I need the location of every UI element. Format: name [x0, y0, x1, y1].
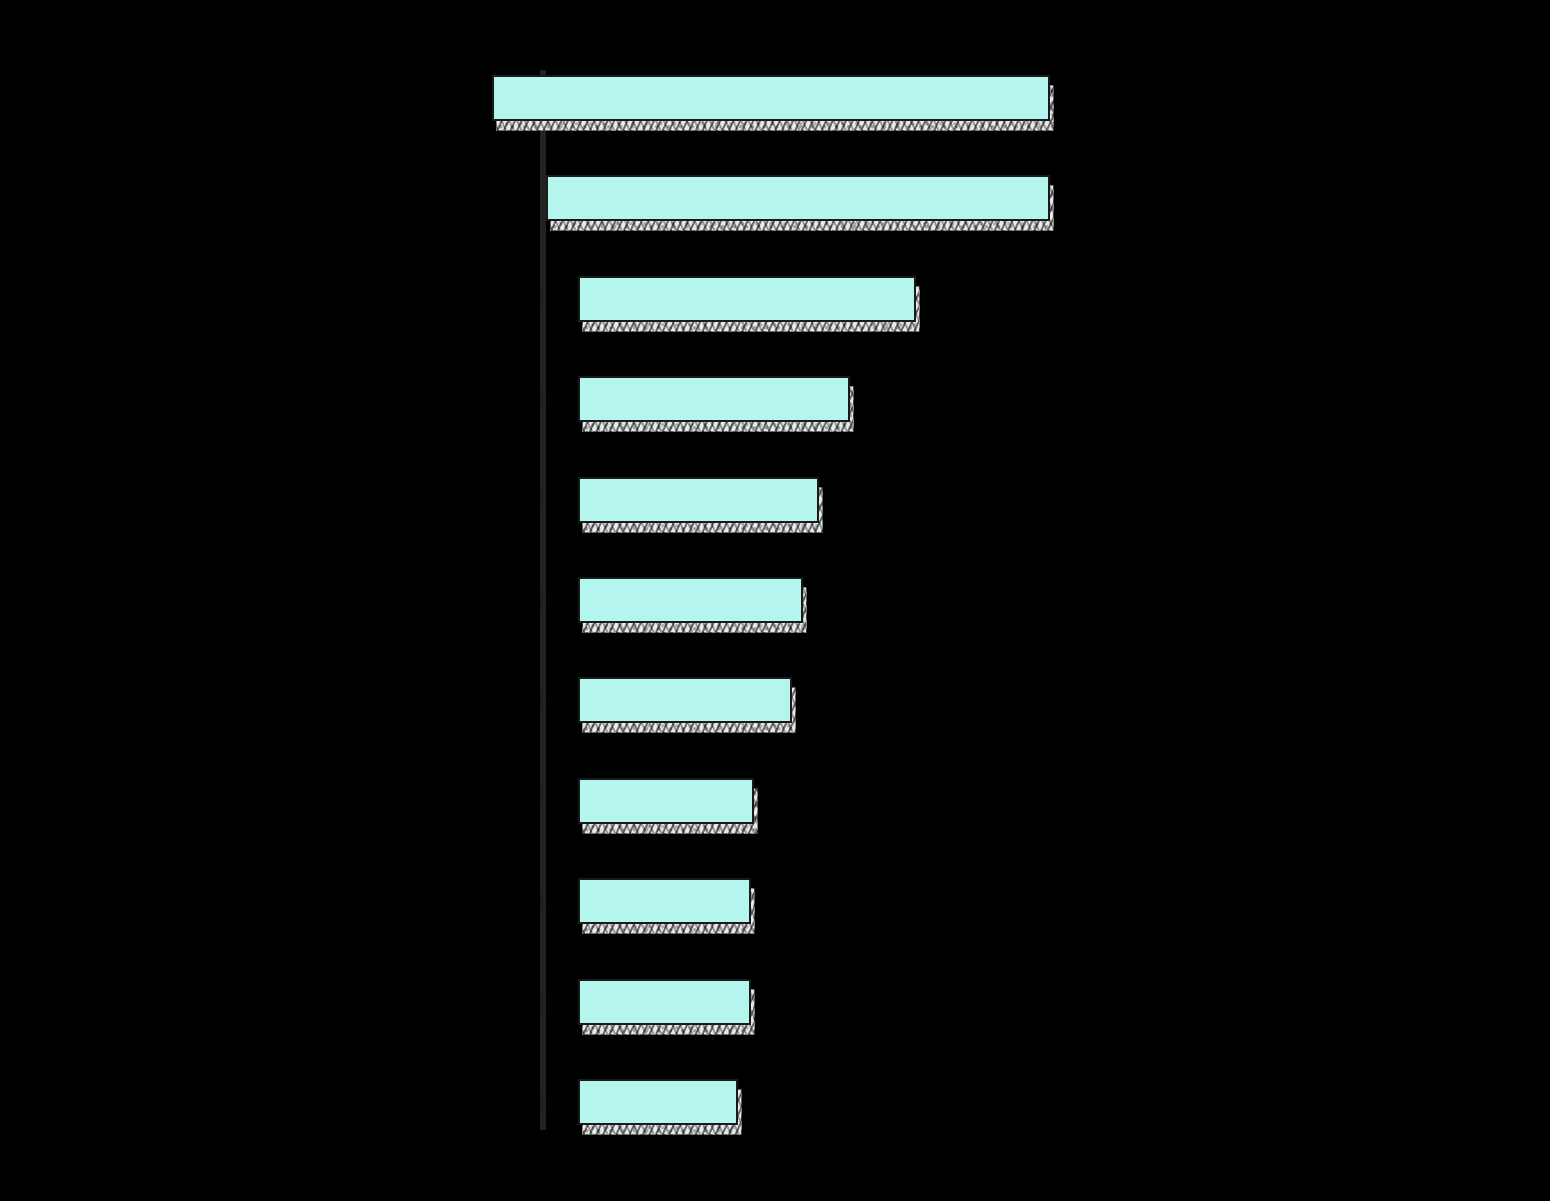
- bar-row: Node.js 47.12%: [300, 70, 1250, 126]
- bar-row: ASP.NET Core 18.10%: [300, 672, 1250, 728]
- bar-area: 47.12%: [492, 75, 1250, 121]
- bar-value: 18.97%: [817, 587, 892, 613]
- bar-value: 14.65%: [765, 888, 840, 914]
- bar-area: 14.64%: [578, 979, 951, 1025]
- bar-fill: [578, 477, 819, 523]
- bar-row: jQuery 28.57%: [300, 271, 1250, 327]
- bar-row: React.js 42.62%: [300, 170, 1250, 226]
- bar-row: Next.js 13.52%: [300, 1074, 1250, 1130]
- bar-fill: [578, 376, 850, 422]
- bar-fill: [492, 75, 1050, 121]
- bar-label: Angular: [300, 486, 566, 514]
- bar-fill: [578, 577, 803, 623]
- bar-value: 13.52%: [752, 1089, 827, 1115]
- bar-row: Angular 20.39%: [300, 472, 1250, 528]
- bar-rows: Node.js 47.12% React.js 42.62% jQuery 28.57% E…: [300, 70, 1250, 1130]
- bar-label: ASP.NET Core: [300, 686, 566, 714]
- bar-value: 20.39%: [833, 487, 908, 513]
- bar-label: Vue.js: [300, 586, 566, 614]
- bar-row: Django 14.65%: [300, 873, 1250, 929]
- bar-label: Next.js: [300, 1088, 566, 1116]
- bar-label: jQuery: [300, 285, 566, 313]
- bar-area: 18.10%: [578, 677, 992, 723]
- bar-row: Express 22.99%: [300, 371, 1250, 427]
- bar-label: Express: [300, 385, 566, 413]
- bar-value: 22.99%: [864, 386, 939, 412]
- bar-label: React.js: [300, 184, 534, 212]
- bar-area: 14.65%: [578, 878, 951, 924]
- bar-label: Node.js: [300, 84, 480, 112]
- bar-row: ASP.NET 14.90%: [300, 773, 1250, 829]
- bar-area: 20.39%: [578, 477, 1019, 523]
- bar-fill: [578, 276, 916, 322]
- bar-fill: [578, 1079, 738, 1125]
- bar-area: 13.52%: [578, 1079, 938, 1125]
- bar-value: 14.90%: [768, 788, 843, 814]
- bar-value: 47.12%: [1064, 85, 1139, 111]
- bar-area: 18.97%: [578, 577, 1003, 623]
- bar-fill: [578, 677, 792, 723]
- bar-chart: Node.js 47.12% React.js 42.62% jQuery 28.57% E…: [300, 70, 1250, 1130]
- bar-label: Django: [300, 887, 566, 915]
- bar-area: 28.57%: [578, 276, 1116, 322]
- bar-row: Flask 14.64%: [300, 974, 1250, 1030]
- bar-area: 14.90%: [578, 778, 954, 824]
- bar-area: 42.62%: [546, 175, 1250, 221]
- bar-area: 22.99%: [578, 376, 1050, 422]
- bar-value: 28.57%: [930, 286, 1005, 312]
- bar-fill: [578, 878, 751, 924]
- bar-label: Flask: [300, 988, 566, 1016]
- bar-label: ASP.NET: [300, 787, 566, 815]
- bar-value: 42.62%: [1064, 185, 1139, 211]
- bar-fill: [546, 175, 1050, 221]
- bar-value: 14.64%: [765, 989, 840, 1015]
- bar-value: 18.10%: [806, 687, 881, 713]
- bar-fill: [578, 979, 751, 1025]
- bar-fill: [578, 778, 754, 824]
- bar-row: Vue.js 18.97%: [300, 572, 1250, 628]
